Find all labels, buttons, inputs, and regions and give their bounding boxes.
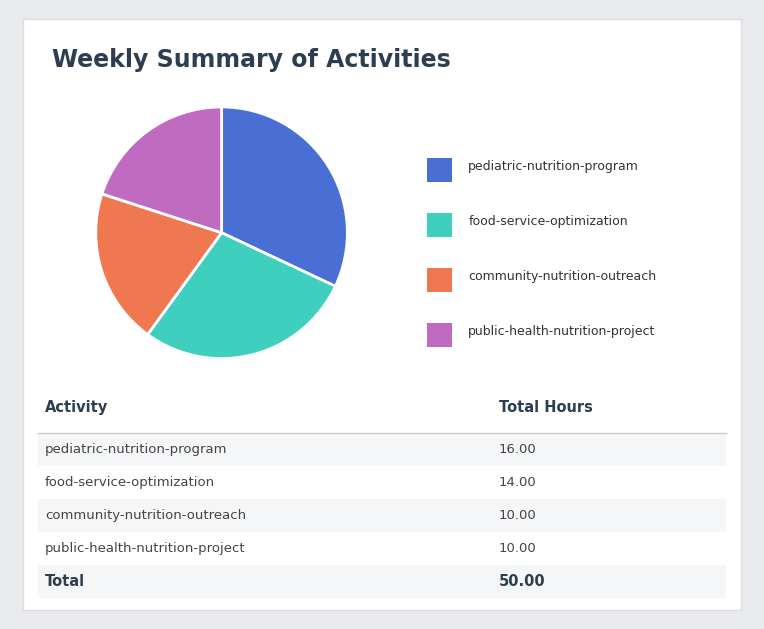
Text: pediatric-nutrition-program: pediatric-nutrition-program [45,443,228,456]
Text: Total: Total [45,574,86,589]
Bar [38,466,726,499]
Bar [38,532,726,565]
Text: community-nutrition-outreach: community-nutrition-outreach [45,509,246,522]
Text: 14.00: 14.00 [499,476,536,489]
Text: Weekly Summary of Activities: Weekly Summary of Activities [52,48,451,72]
Wedge shape [147,233,335,359]
Text: public-health-nutrition-project: public-health-nutrition-project [45,542,246,555]
Text: pediatric-nutrition-program: pediatric-nutrition-program [468,160,639,173]
Wedge shape [96,194,222,335]
Bar [38,433,726,466]
Wedge shape [102,107,222,233]
Text: Total Hours: Total Hours [499,399,593,415]
Bar [426,268,452,292]
Text: 50.00: 50.00 [499,574,545,589]
Text: food-service-optimization: food-service-optimization [45,476,215,489]
Bar [38,499,726,532]
Text: Activity: Activity [45,399,108,415]
Bar [426,323,452,347]
Wedge shape [222,107,348,286]
Text: community-nutrition-outreach: community-nutrition-outreach [468,270,656,283]
Text: 10.00: 10.00 [499,509,536,522]
Bar [426,213,452,237]
Text: public-health-nutrition-project: public-health-nutrition-project [468,325,656,338]
Bar [38,565,726,599]
Text: 16.00: 16.00 [499,443,536,456]
Bar [426,158,452,182]
Text: food-service-optimization: food-service-optimization [468,215,628,228]
Text: 10.00: 10.00 [499,542,536,555]
